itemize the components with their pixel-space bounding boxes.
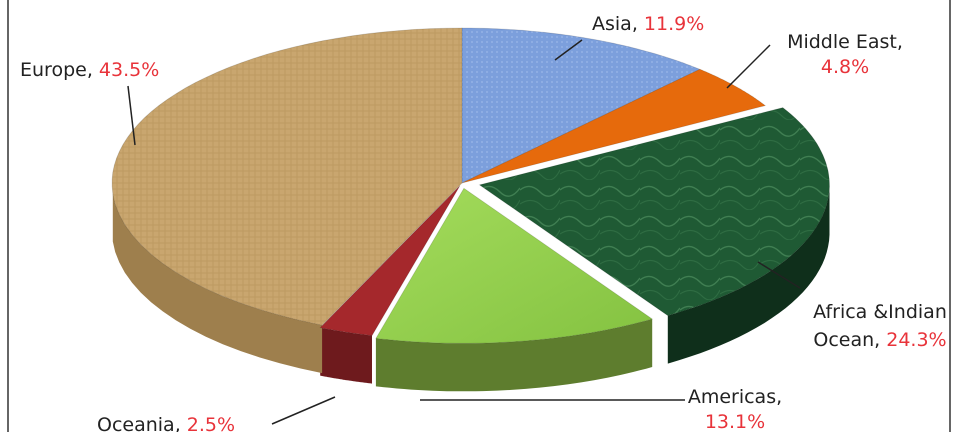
label-name: Africa &Indian <box>813 301 947 323</box>
label-separator: , <box>175 414 187 432</box>
slice-side-europe <box>112 193 323 374</box>
leader-line-europe <box>127 85 136 146</box>
label-separator: , <box>776 386 782 408</box>
data-label-americas: Americas, <box>688 386 782 408</box>
label-separator: , <box>897 31 903 53</box>
data-label-oceania: Oceania, 2.5% <box>97 414 235 432</box>
slice-americas <box>375 187 654 344</box>
slice-side-americas <box>375 319 653 392</box>
data-label-americas-line2: 13.1% <box>705 411 765 432</box>
slice-africa-indian-ocean <box>478 107 830 317</box>
label-value: 13.1% <box>705 411 765 432</box>
data-label-africa-indian-ocean: Africa &Indian <box>813 301 947 323</box>
label-separator: , <box>87 59 99 81</box>
data-labels: Asia, 11.9% Middle East, 4.8% Africa &India… <box>20 13 947 432</box>
slice-side-africa-indian-ocean <box>667 186 830 364</box>
label-name: Americas <box>688 386 776 408</box>
slice-middle-east <box>461 68 767 184</box>
data-label-africa-indian-ocean-line2: Ocean, 24.3% <box>813 329 946 351</box>
slice-asia <box>461 27 701 184</box>
leader-lines <box>127 39 801 425</box>
label-value: 43.5% <box>99 59 159 81</box>
label-separator: , <box>632 13 644 35</box>
leader-line-africa-indian-ocean <box>757 261 801 289</box>
label-name: Asia <box>592 13 632 35</box>
slice-side-oceania <box>320 327 372 384</box>
pie-slices <box>111 27 830 392</box>
data-label-middle-east: Middle East, <box>787 31 903 53</box>
slice-europe <box>111 27 463 326</box>
data-label-middle-east-line2: 4.8% <box>821 56 869 78</box>
label-name: Ocean <box>813 329 874 351</box>
label-name: Oceania <box>97 414 175 432</box>
leader-line-middle-east <box>726 44 771 89</box>
leader-line-asia <box>554 39 583 61</box>
slice-oceania <box>319 185 461 337</box>
label-value: 11.9% <box>644 13 704 35</box>
data-label-asia: Asia, 11.9% <box>592 13 704 35</box>
label-value: 4.8% <box>821 56 869 78</box>
label-separator: , <box>874 329 886 351</box>
label-value: 2.5% <box>187 414 235 432</box>
label-name: Middle East <box>787 31 897 53</box>
label-name: Europe <box>20 59 87 81</box>
data-label-europe: Europe, 43.5% <box>20 59 159 81</box>
leader-line-oceania <box>271 396 336 425</box>
label-value: 24.3% <box>886 329 946 351</box>
